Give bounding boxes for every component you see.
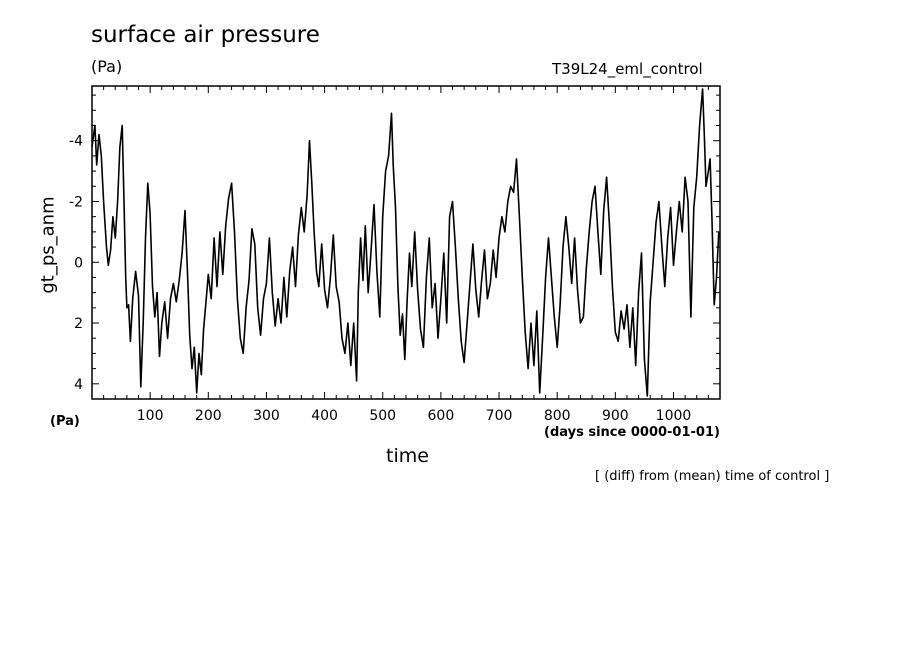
y-tick-label: -4 xyxy=(69,134,83,150)
x-tick-label: 300 xyxy=(253,408,280,424)
series-line xyxy=(91,88,720,397)
x-tick-label: 600 xyxy=(428,408,455,424)
axis-ticks: 100 200 300 400 500 600 700 800 900 1000 -4 -2 0 2 4 xyxy=(69,86,720,424)
y-tick-label: 0 xyxy=(74,255,83,271)
x-tick-label: 700 xyxy=(486,408,513,424)
x-unit-label: (days since 0000-01-01) xyxy=(544,425,720,440)
chart-title: surface air pressure xyxy=(91,22,320,48)
plot-frame xyxy=(91,85,721,400)
x-tick-label: 200 xyxy=(195,408,222,424)
x-axis-label: time xyxy=(386,445,429,467)
unit-label: (Pa) xyxy=(91,57,123,76)
x-tick-label: 400 xyxy=(311,408,338,424)
diff-note: [ (diff) from (mean) time of control ] xyxy=(595,469,830,484)
y-tick-label: 2 xyxy=(74,316,83,332)
x-tick-label: 100 xyxy=(137,408,164,424)
experiment-name: T39L24_eml_control xyxy=(552,60,703,78)
x-tick-label: 1000 xyxy=(656,408,692,424)
x-tick-label: 900 xyxy=(602,408,629,424)
x-tick-label: 800 xyxy=(544,408,571,424)
y-tick-label: -2 xyxy=(69,194,83,210)
x-tick-label: 500 xyxy=(369,408,396,424)
series-group xyxy=(91,88,720,397)
y-unit-label: (Pa) xyxy=(50,414,80,429)
y-tick-label: 4 xyxy=(74,377,83,393)
